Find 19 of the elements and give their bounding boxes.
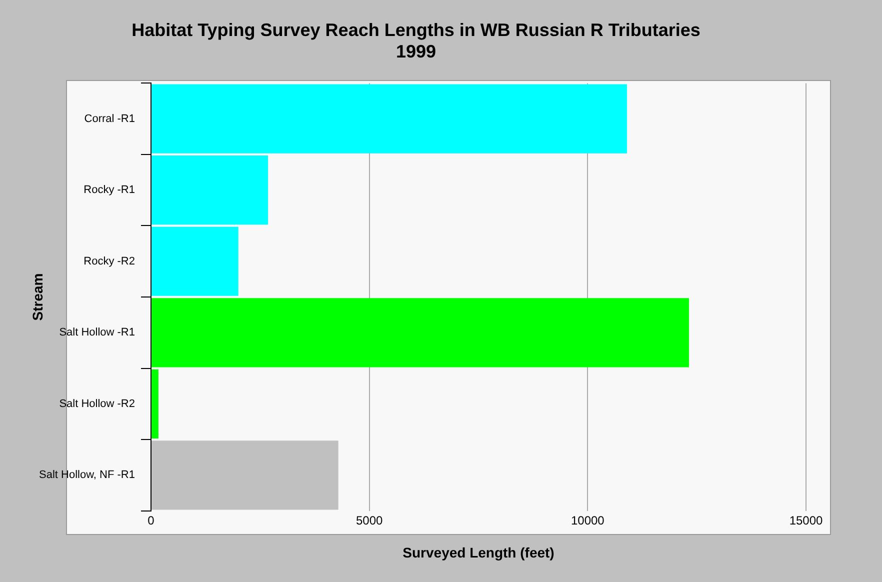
y-tick-label: Salt Hollow -R1 xyxy=(59,326,135,339)
y-tick-label: Rocky -R1 xyxy=(84,184,135,196)
y-tick-label: Corral -R1 xyxy=(84,112,135,125)
x-tick-label: 5000 xyxy=(356,513,384,528)
bar xyxy=(152,156,268,225)
bar xyxy=(152,440,338,510)
y-tick-label: Rocky -R2 xyxy=(84,255,135,268)
y-tick-label: Salt Hollow -R2 xyxy=(59,398,135,410)
bar xyxy=(152,369,158,438)
x-tick-label: 10000 xyxy=(570,513,605,528)
y-axis-title: Stream xyxy=(29,273,46,321)
x-tick-label: 0 xyxy=(148,513,155,528)
x-tick-label: 15000 xyxy=(789,513,824,528)
bar xyxy=(152,84,627,154)
x-axis-title: Surveyed Length (feet) xyxy=(402,544,554,560)
chart-title: Habitat Typing Survey Reach Lengths in WB Russian R Tributaries 1999 xyxy=(132,20,700,62)
bar xyxy=(152,226,238,296)
bar xyxy=(152,298,689,368)
y-tick-label: Salt Hollow, NF -R1 xyxy=(39,469,135,482)
